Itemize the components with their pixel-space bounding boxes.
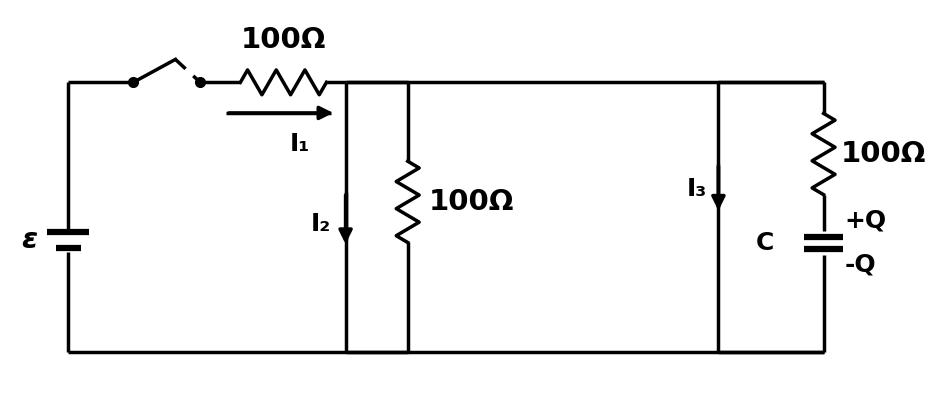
Text: 100Ω: 100Ω	[241, 26, 326, 54]
Text: I₃: I₃	[687, 177, 707, 201]
Text: I₁: I₁	[289, 132, 310, 156]
Text: ε: ε	[22, 226, 37, 254]
Text: C: C	[755, 231, 774, 255]
Text: I₂: I₂	[311, 212, 331, 236]
Text: 100Ω: 100Ω	[841, 140, 926, 168]
Text: 100Ω: 100Ω	[429, 188, 514, 216]
Text: +Q: +Q	[844, 209, 886, 233]
Text: -Q: -Q	[844, 253, 876, 277]
